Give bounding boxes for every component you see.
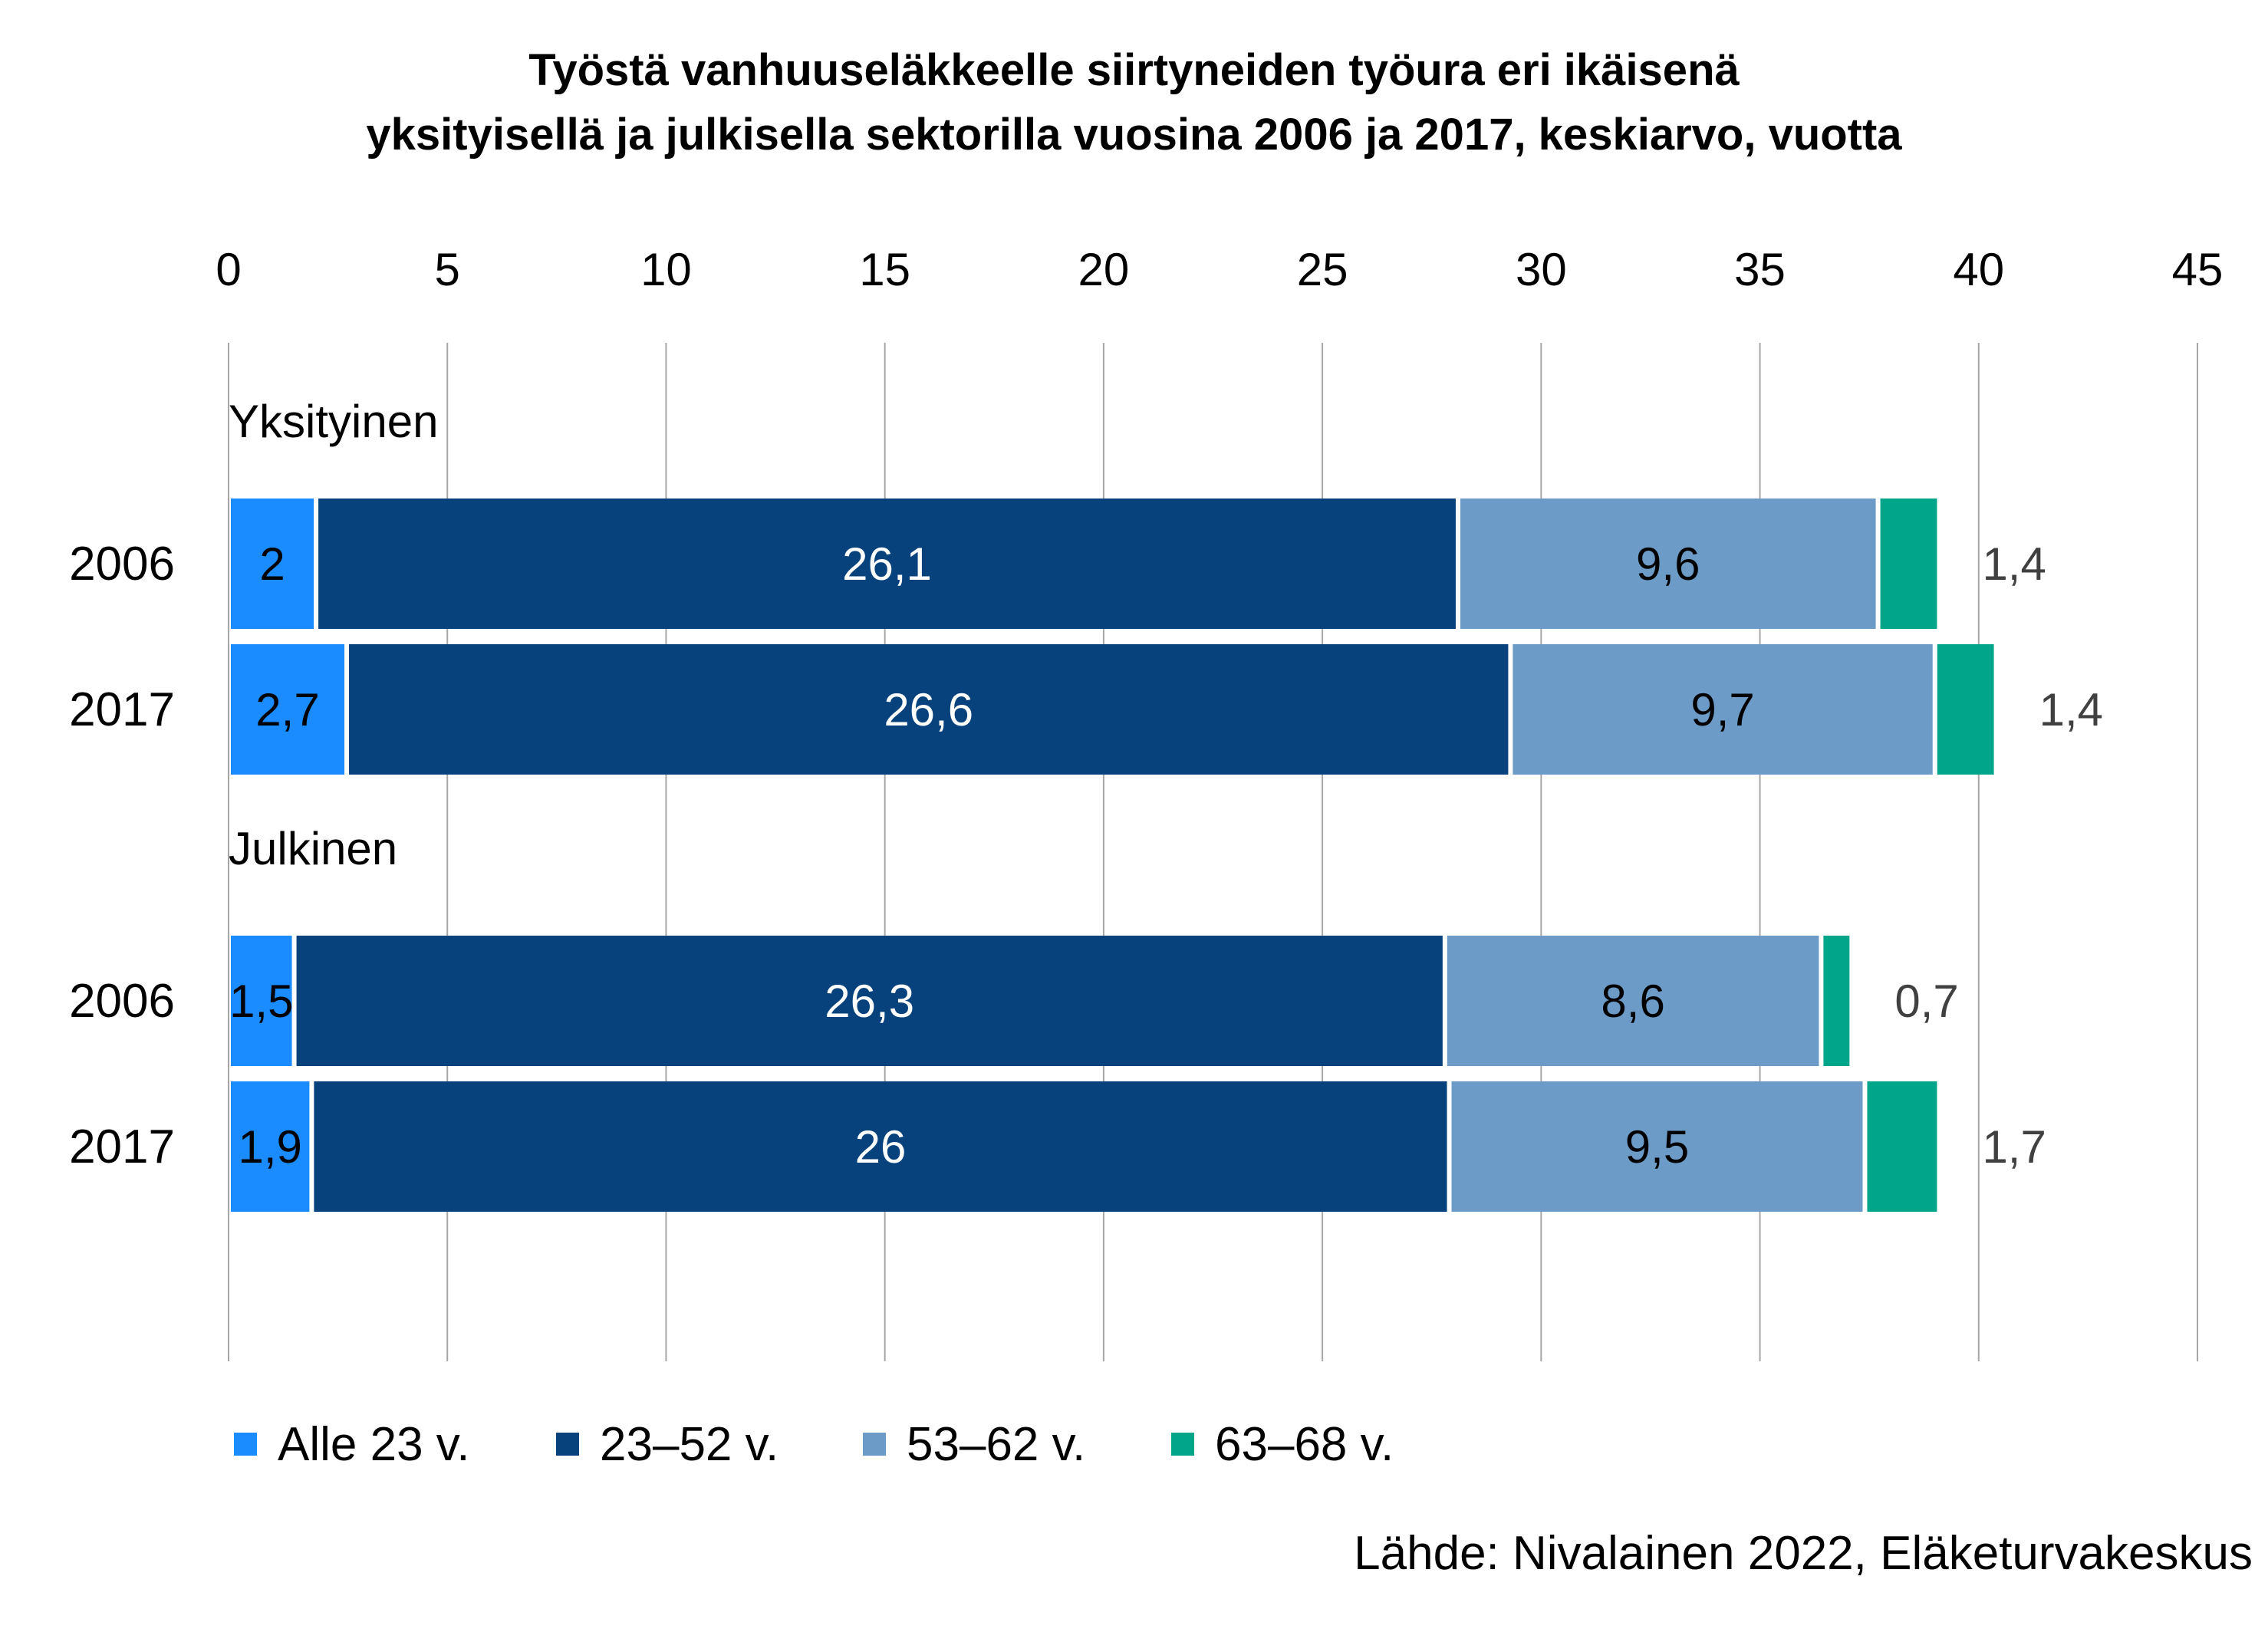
bar-segment: [1937, 644, 1994, 775]
legend-swatch: [1171, 1433, 1194, 1456]
x-tick-label: 25: [1297, 244, 1348, 295]
bar-segment: [1880, 499, 1937, 629]
data-label: 1,4: [2039, 684, 2103, 735]
x-tick-label: 10: [640, 244, 692, 295]
x-tick-label: 20: [1078, 244, 1130, 295]
bar-segment: [314, 1081, 1447, 1212]
legend-swatch: [234, 1433, 257, 1456]
x-tick-label: 45: [2172, 244, 2224, 295]
legend-label: 63–68 v.: [1215, 1418, 1394, 1471]
legend-label: 23–52 v.: [600, 1418, 778, 1471]
bar-segment: [318, 499, 1456, 629]
data-label: 1,5: [229, 976, 293, 1027]
x-tick-label: 5: [435, 244, 460, 295]
bar-segment: [1447, 936, 1819, 1066]
data-label: 9,7: [1690, 684, 1754, 735]
x-tick-label: 35: [1734, 244, 1786, 295]
data-label: 26,3: [825, 976, 914, 1027]
bar-segment: [231, 936, 292, 1066]
legend-label: 53–62 v.: [907, 1418, 1085, 1471]
bar-segment: [1451, 1081, 1863, 1212]
data-label: 9,6: [1636, 538, 1700, 590]
data-label: 1,4: [1982, 538, 2046, 590]
data-label: 26,6: [884, 684, 973, 735]
x-tick-label: 30: [1516, 244, 1567, 295]
row-label: 2017: [69, 1120, 175, 1173]
row-label: 2006: [69, 975, 175, 1028]
bar-segment: [296, 936, 1443, 1066]
legend: Alle 23 v. 23–52 v. 53–62 v. 63–68 v.: [234, 1418, 1394, 1471]
bar-segment: [1823, 936, 1850, 1066]
legend-swatch: [863, 1433, 886, 1456]
x-tick-label: 40: [1953, 244, 2004, 295]
data-label: 26: [855, 1121, 907, 1173]
x-axis-ticks: 0 5 10 15 20 25 30 35 40 45: [216, 244, 2223, 295]
data-label: 1,7: [1982, 1121, 2046, 1173]
legend-label: Alle 23 v.: [278, 1418, 469, 1471]
bar-segment: [1867, 1081, 1937, 1212]
data-label: 2,7: [255, 684, 319, 735]
x-tick-label: 15: [859, 244, 910, 295]
bar-segment: [231, 499, 314, 629]
row-label: 2017: [69, 683, 175, 736]
row-label: 2006: [69, 538, 175, 591]
chart-title: Työstä vanhuuseläkkeelle siirtyneiden ty…: [366, 45, 1902, 160]
bars: [231, 499, 1994, 1212]
data-label: 2: [259, 538, 285, 590]
source-note: Lähde: Nivalainen 2022, Eläketurvakeskus: [1354, 1527, 2253, 1580]
data-label: 9,5: [1625, 1121, 1689, 1173]
group-label: Yksityinen: [229, 396, 438, 447]
bar-segment: [231, 1081, 310, 1212]
x-tick-label: 0: [216, 244, 241, 295]
bar-segment: [1460, 499, 1876, 629]
bar-segment: [231, 644, 345, 775]
legend-swatch: [556, 1433, 579, 1456]
bar-segment: [349, 644, 1509, 775]
data-label: 26,1: [842, 538, 932, 590]
bar-segment: [1513, 644, 1933, 775]
data-label: 1,9: [238, 1121, 301, 1173]
data-label: 0,7: [1894, 976, 1958, 1027]
data-label: 8,6: [1601, 976, 1664, 1027]
labels: Yksityinen 2006 2 26,1 9,6 1,4 2017 2,7 26,6 9,7 1…: [69, 396, 2103, 1173]
group-label: Julkinen: [229, 823, 397, 874]
